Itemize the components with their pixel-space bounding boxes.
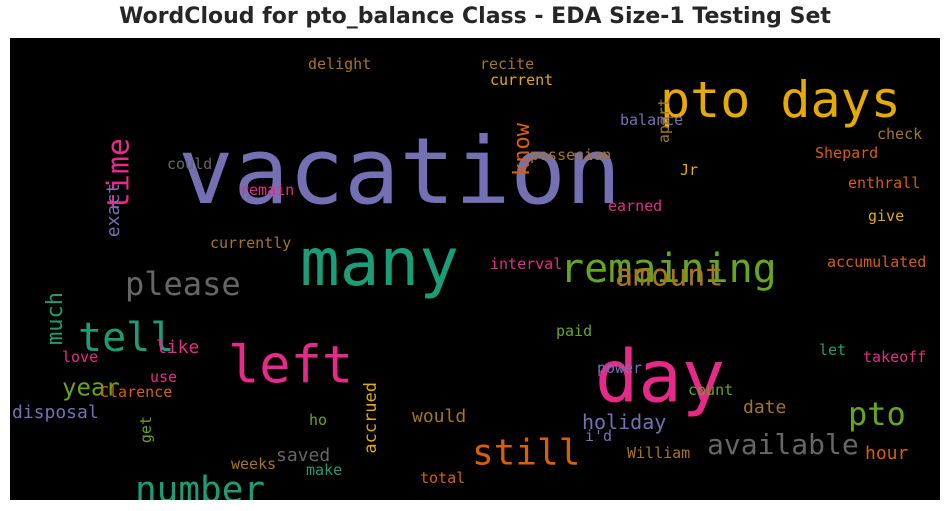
word-power: power — [597, 359, 642, 377]
word-could: could — [167, 155, 212, 173]
wordcloud-canvas: vacation pto days many day left remaining tell… — [10, 38, 940, 500]
word-paid: paid — [556, 322, 592, 340]
word-left: left — [228, 336, 353, 396]
word-many: many — [300, 224, 459, 301]
word-let: let — [819, 341, 846, 359]
word-ho: ho — [309, 411, 327, 429]
word-possesion: possesion — [530, 146, 611, 164]
word-apart: apart — [655, 98, 673, 143]
word-check: check — [877, 125, 922, 143]
word-interval: interval — [490, 255, 562, 273]
word-saved: saved — [276, 445, 330, 466]
word-weeks: weeks — [231, 455, 276, 473]
word-delight: delight — [308, 55, 371, 73]
word-holiday: holiday — [582, 410, 666, 434]
word-jr: Jr — [680, 161, 698, 179]
word-make: make — [306, 461, 342, 479]
word-exact: exact — [103, 183, 124, 237]
word-count: count — [688, 381, 733, 399]
word-shepard: Shepard — [815, 144, 878, 162]
word-current: current — [490, 71, 553, 89]
word-pto: pto — [848, 395, 906, 433]
word-available: available — [707, 428, 859, 461]
word-much: much — [43, 292, 68, 345]
wordcloud-svg: vacation pto days many day left remaining tell… — [12, 55, 926, 500]
word-still: still — [472, 433, 580, 474]
word-recite: recite — [480, 55, 534, 73]
word-balance: balance — [620, 111, 683, 129]
word-amount: amount — [615, 259, 723, 294]
word-accumulated: accumulated — [827, 253, 926, 271]
chart-title: WordCloud for pto_balance Class - EDA Si… — [119, 4, 831, 29]
word-get: get — [137, 416, 155, 443]
word-vacation: vacation — [178, 118, 621, 225]
word-please: please — [125, 265, 241, 303]
word-like: like — [156, 337, 199, 358]
word-total: total — [420, 469, 465, 487]
word-pto-days: pto days — [660, 71, 901, 129]
word-william: William — [627, 444, 690, 462]
word-love: love — [62, 348, 98, 366]
word-clarence: Clarence — [100, 383, 172, 401]
word-number: number — [135, 470, 265, 500]
word-takeoff: takeoff — [863, 348, 926, 366]
word-disposal: disposal — [12, 402, 99, 423]
word-use: use — [150, 368, 177, 386]
word-year: year — [62, 374, 120, 402]
word-currently: currently — [210, 234, 291, 252]
word-date: date — [743, 397, 786, 418]
word-enthrall: enthrall — [848, 174, 920, 192]
word-would: would — [412, 406, 466, 427]
word-give: give — [868, 207, 904, 225]
word-accrued: accrued — [361, 382, 381, 454]
word-remain: remain — [240, 181, 294, 199]
word-hour: hour — [865, 443, 909, 464]
word-time: time — [102, 138, 137, 210]
word-tell: tell — [78, 315, 174, 361]
word-day: day — [595, 335, 725, 419]
word-remaining: remaining — [560, 246, 777, 292]
word-i-d: i'd — [585, 427, 612, 445]
word-know: know — [510, 122, 535, 176]
word-earned: earned — [608, 197, 662, 215]
